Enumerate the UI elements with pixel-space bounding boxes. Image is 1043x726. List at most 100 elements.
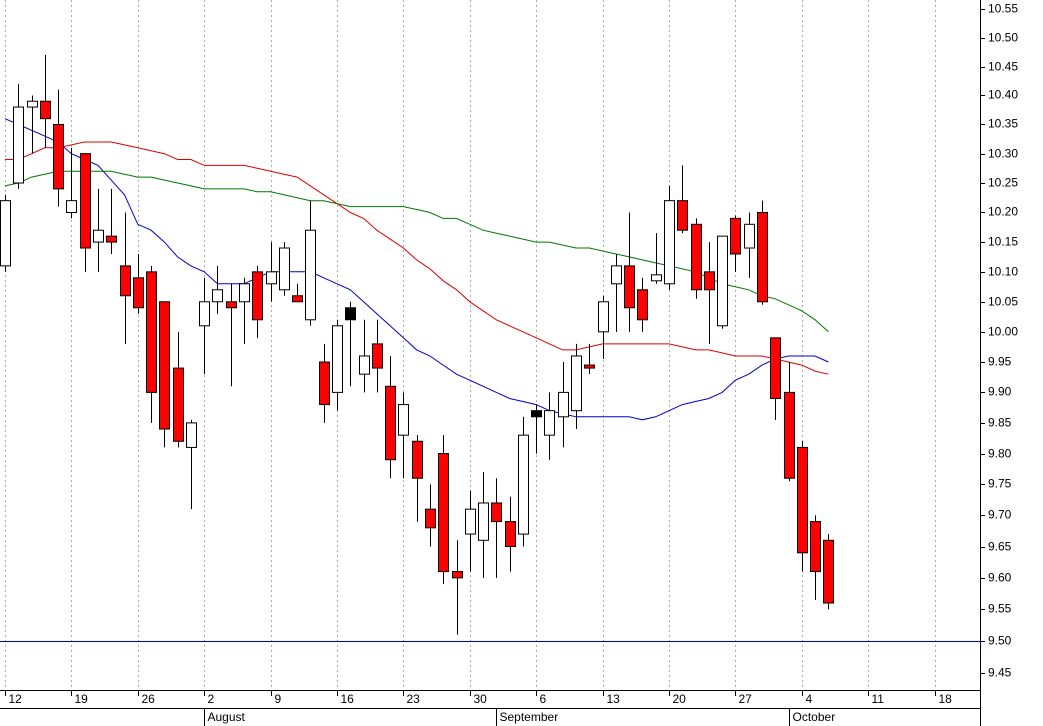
candle-body <box>239 283 250 303</box>
candle-body <box>823 539 834 604</box>
x-tick-label: 19 <box>75 692 89 706</box>
candle-body <box>677 200 688 231</box>
candle-body <box>544 410 555 436</box>
candle-body <box>173 367 184 442</box>
moving-average-line <box>5 141 829 375</box>
y-tick-label: 9.90 <box>988 385 1012 399</box>
candle-body <box>491 502 502 523</box>
x-tick-label: 6 <box>540 692 547 706</box>
y-tick-label: 10.25 <box>988 176 1018 190</box>
candle-body <box>571 355 582 412</box>
y-tick-label: 10.55 <box>988 2 1018 16</box>
candle-body <box>186 422 197 448</box>
x-tick-label: 2 <box>208 692 215 706</box>
candle-body <box>744 223 755 249</box>
y-tick-label: 10.30 <box>988 147 1018 161</box>
candle-body <box>770 337 781 399</box>
candle-body <box>359 355 370 375</box>
candle-body <box>53 123 64 190</box>
candle-body <box>159 301 170 430</box>
candle-body <box>66 200 77 213</box>
y-tick-label: 9.85 <box>988 416 1012 430</box>
candle-body <box>438 453 449 573</box>
y-tick-label: 9.75 <box>988 477 1012 491</box>
y-tick-label: 9.65 <box>988 540 1012 554</box>
candle-body <box>624 265 635 309</box>
candle-body <box>106 235 117 243</box>
candle-body <box>27 100 38 108</box>
candle-body <box>319 361 330 406</box>
y-tick-label: 10.15 <box>988 235 1018 249</box>
x-tick-label: 23 <box>407 692 421 706</box>
candle-body <box>385 385 396 461</box>
y-tick-label: 9.55 <box>988 602 1012 616</box>
candle-body <box>611 265 622 285</box>
x-tick-label: 9 <box>275 692 282 706</box>
month-label: October <box>793 710 836 724</box>
y-tick-label: 9.70 <box>988 508 1012 522</box>
candle-body <box>717 235 728 327</box>
y-tick-label: 10.50 <box>988 31 1018 45</box>
candle-body <box>372 343 383 369</box>
y-tick-label: 10.45 <box>988 60 1018 74</box>
moving-average-line <box>4 118 829 421</box>
candle-body <box>120 265 131 297</box>
candle-body <box>584 364 595 369</box>
x-tick-label: 4 <box>806 692 813 706</box>
candle-body <box>598 301 609 333</box>
x-tick-label: 16 <box>341 692 355 706</box>
y-tick-label: 10.10 <box>988 265 1018 279</box>
x-tick-label: 13 <box>607 692 621 706</box>
candle-body <box>398 404 409 436</box>
candle-body <box>412 440 423 479</box>
candle-body <box>226 301 237 309</box>
x-tick-label: 11 <box>872 692 885 706</box>
y-tick-label: 10.00 <box>988 325 1018 339</box>
candle-body <box>199 301 210 327</box>
candle-body <box>80 153 91 249</box>
candle-body <box>704 271 715 291</box>
month-label: August <box>208 710 246 724</box>
y-tick-label: 9.80 <box>988 447 1012 461</box>
candle-body <box>292 295 303 303</box>
candle-body <box>13 106 24 184</box>
candle-body <box>664 200 675 285</box>
candle-body <box>133 277 144 309</box>
month-label: September <box>500 710 559 724</box>
candle-body <box>637 289 648 321</box>
candle-body <box>40 100 51 120</box>
candle-body <box>212 289 223 303</box>
candle-body <box>531 410 542 418</box>
y-tick-label: 10.35 <box>988 117 1018 131</box>
x-tick-label: 20 <box>673 692 687 706</box>
candle-body <box>797 446 808 554</box>
candle-body <box>518 434 529 535</box>
candle-body <box>505 521 516 548</box>
x-tick-label: 26 <box>142 692 156 706</box>
x-tick-label: 12 <box>9 692 23 706</box>
candle-body <box>146 271 157 393</box>
x-tick-label: 30 <box>474 692 488 706</box>
candle-body <box>558 391 569 418</box>
y-tick-label: 9.95 <box>988 355 1012 369</box>
y-tick-label: 9.60 <box>988 571 1012 585</box>
candle-body <box>452 571 463 579</box>
candle-body <box>784 391 795 479</box>
candle-body <box>465 508 476 535</box>
candle-body <box>266 271 277 285</box>
candle-body <box>478 502 489 541</box>
candle-body <box>305 229 316 321</box>
candle-body <box>93 229 104 243</box>
candle-body <box>691 223 702 291</box>
candle-body <box>332 325 343 393</box>
candle-body <box>810 521 821 573</box>
y-tick-label: 9.45 <box>988 666 1012 680</box>
y-tick-label: 10.05 <box>988 295 1018 309</box>
y-tick-label: 10.40 <box>988 88 1018 102</box>
candle-body <box>757 211 768 303</box>
candle-body <box>730 217 741 255</box>
x-tick-label: 27 <box>739 692 753 706</box>
candle-body <box>345 307 356 321</box>
